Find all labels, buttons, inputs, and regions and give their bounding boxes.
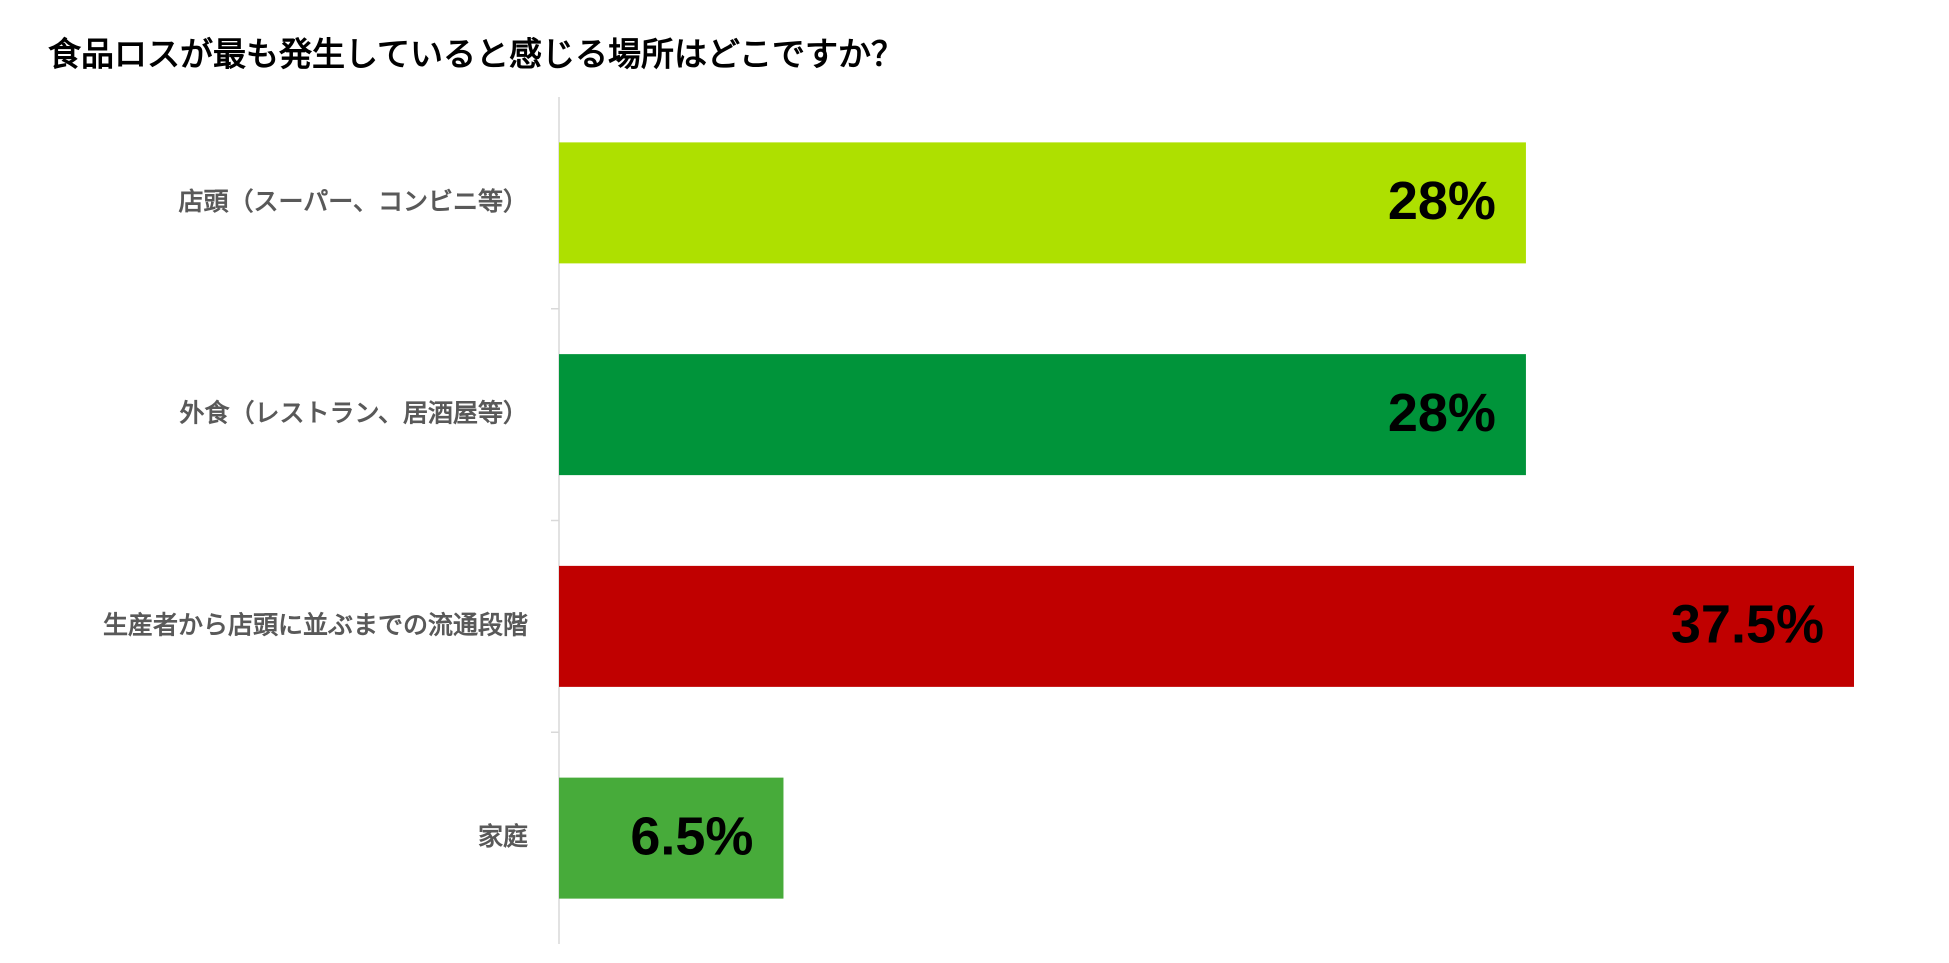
bar — [559, 142, 1526, 264]
bar — [559, 565, 1854, 687]
data-label: 6.5% — [630, 806, 753, 866]
y-tick-label: 外食（レストラン、居酒屋等） — [179, 399, 528, 428]
data-label: 28% — [1388, 383, 1496, 443]
y-tick-label: 生産者から店頭に並ぶまでの流通段階 — [103, 610, 528, 639]
data-label: 28% — [1388, 171, 1496, 231]
bar — [559, 354, 1526, 476]
y-tick-label: 家庭 — [478, 822, 528, 851]
bar — [559, 777, 784, 899]
y-tick-label: 店頭（スーパー、コンビニ等） — [178, 187, 528, 216]
chart-title: 食品ロスが最も発生していると感じる場所はどこですか？ — [48, 35, 904, 74]
data-label: 37.5% — [1671, 595, 1824, 655]
